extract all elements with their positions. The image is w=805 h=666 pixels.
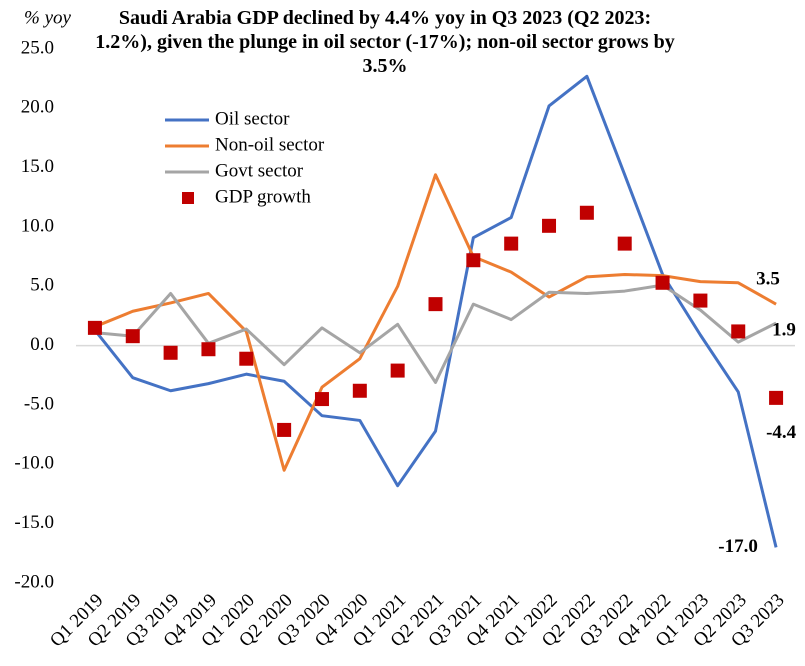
y-tick-label: -10.0 <box>14 453 54 474</box>
gdp-marker <box>352 383 367 398</box>
gdp-marker <box>428 297 443 312</box>
data-label: -4.4 <box>766 422 797 443</box>
y-tick-label: 25.0 <box>21 37 54 58</box>
gdp-marker <box>314 392 329 407</box>
gdp-marker <box>466 253 481 268</box>
y-tick-label: -5.0 <box>24 393 54 414</box>
data-label: 3.5 <box>756 268 780 289</box>
gdp-marker <box>579 205 594 220</box>
gdp-marker <box>163 345 178 360</box>
gdp-marker <box>277 422 292 437</box>
legend-label: Non-oil sector <box>215 134 325 155</box>
gdp-marker <box>390 363 405 378</box>
y-tick-label: 0.0 <box>30 334 54 355</box>
legend-label: GDP growth <box>215 186 311 207</box>
y-tick-label: 15.0 <box>21 156 54 177</box>
gdp-marker <box>617 236 632 251</box>
gdp-marker <box>87 320 102 335</box>
series-line <box>94 173 777 472</box>
chart-title: Saudi Arabia GDP declined by 4.4% yoy in… <box>95 7 675 77</box>
y-axis-label: % yoy <box>24 7 72 28</box>
gdp-marker <box>655 275 670 290</box>
legend-marker <box>182 192 194 204</box>
data-label: 1.9 <box>772 319 796 340</box>
y-tick-label: -15.0 <box>14 512 54 533</box>
gdp-marker <box>504 236 519 251</box>
legend-label: Govt sector <box>215 160 304 181</box>
gdp-marker <box>239 351 254 366</box>
y-tick-label: 5.0 <box>30 275 54 296</box>
gdp-marker <box>201 342 216 357</box>
y-tick-label: 10.0 <box>21 215 54 236</box>
y-tick-label: -20.0 <box>14 571 54 592</box>
legend-label: Oil sector <box>215 108 290 129</box>
gdp-marker <box>125 329 140 344</box>
gdp-marker <box>769 390 784 405</box>
data-label: -17.0 <box>718 536 758 557</box>
gdp-marker <box>731 324 746 339</box>
gdp-marker <box>693 293 708 308</box>
gdp-marker <box>542 218 557 233</box>
y-tick-label: 20.0 <box>21 97 54 118</box>
